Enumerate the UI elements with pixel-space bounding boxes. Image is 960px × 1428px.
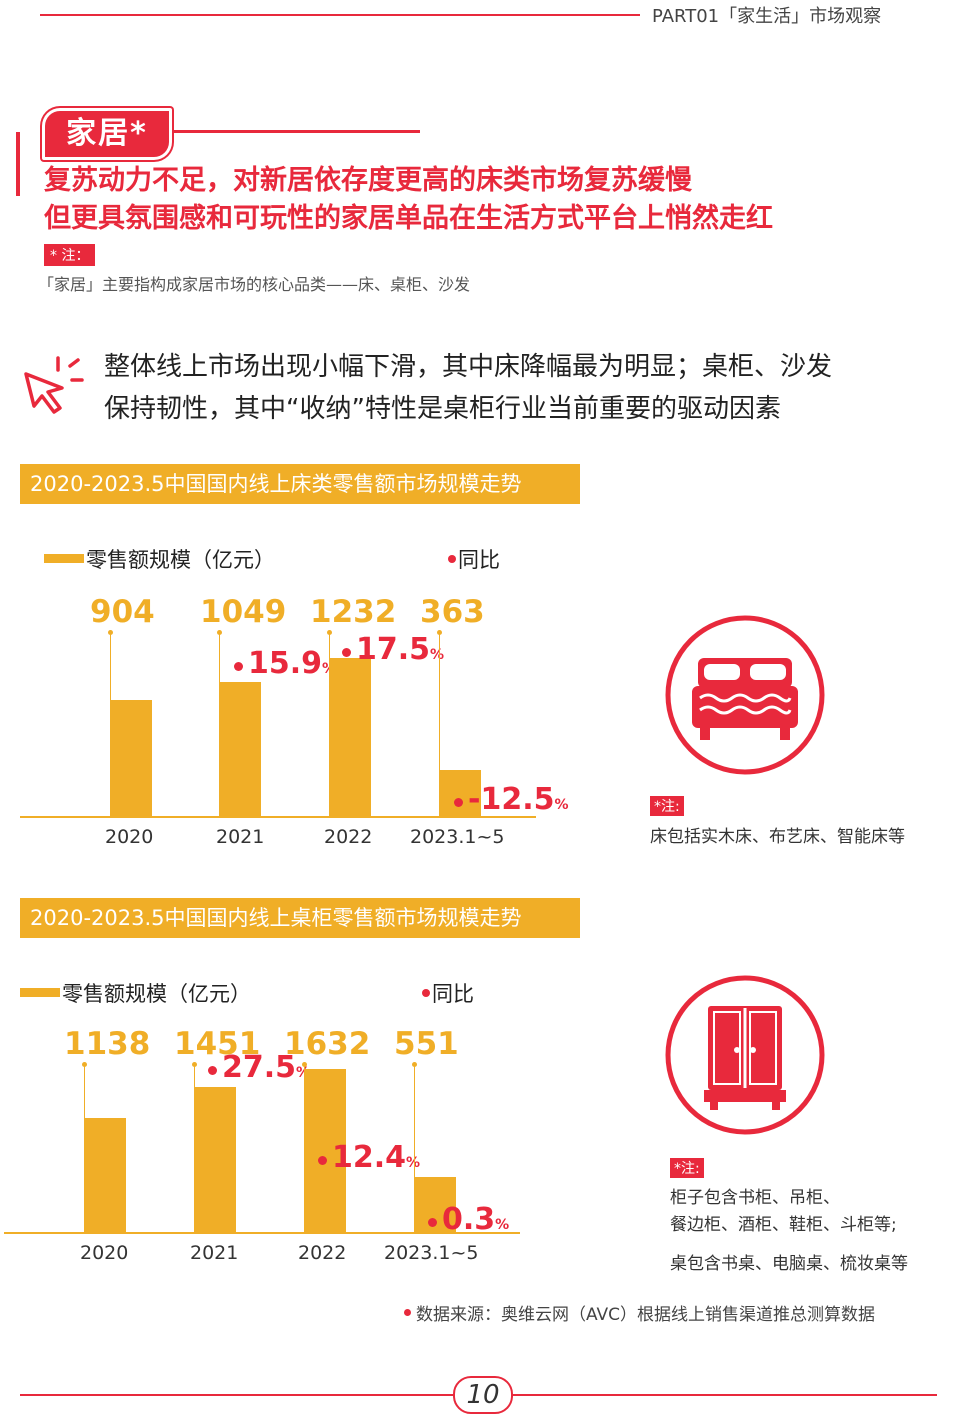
value-label-2020: 904	[90, 594, 155, 630]
chart-bed-plot: 904 2020 1049 2021 15.9% 1232 2022 17.5%363 2023…	[0, 580, 620, 860]
x-tick-2023.1~5: 2023.1~5	[410, 826, 505, 848]
value-label-2020: 1138	[64, 1026, 151, 1062]
page-number: 10	[453, 1376, 513, 1414]
bar-2022	[304, 1069, 346, 1232]
value-label-2023.1~5: 363	[420, 594, 485, 630]
bar-leader-dot	[108, 630, 113, 635]
section-tag: 家居*	[42, 108, 172, 160]
percent-sign: %	[406, 1155, 420, 1171]
bar-leader-dot	[192, 1062, 197, 1067]
legend-yoy-dot	[422, 989, 430, 997]
legend-yoy-dot	[448, 555, 456, 563]
yoy-dot	[342, 648, 351, 657]
chart-baseline	[20, 816, 536, 818]
percent-sign: %	[430, 647, 445, 663]
value-label-2022: 1232	[310, 594, 397, 630]
yoy-dot	[428, 1218, 437, 1227]
footer-rule-right	[511, 1394, 937, 1396]
note-badge: * 注：	[44, 244, 96, 266]
legend-yoy: 同比	[432, 982, 474, 1006]
insight-line-1: 整体线上市场出现小幅下滑，其中床降幅最为明显；桌柜、沙发	[104, 352, 833, 382]
yoy-dot	[234, 662, 243, 671]
bar-leader-dot	[412, 1062, 417, 1067]
header-title: PART01「家生活」市场观察	[652, 6, 882, 27]
bar-2023.1~5	[439, 770, 481, 816]
yoy-label-2021: 15.9%	[248, 646, 336, 681]
insight-line-2: 保持韧性，其中“收纳”特性是桌柜行业当前重要的驱动因素	[104, 394, 781, 424]
legend-retail: 零售额规模（亿元）	[62, 982, 251, 1006]
bar-2021	[219, 682, 261, 816]
x-tick-2020: 2020	[105, 826, 154, 848]
percent-sign: %	[554, 797, 569, 813]
bed-icon	[665, 615, 825, 775]
x-tick-2022: 2022	[324, 826, 373, 848]
wardrobe-icon	[665, 975, 825, 1135]
bar-leader-line	[110, 632, 111, 700]
cursor-click-icon	[24, 356, 84, 414]
x-tick-2022: 2022	[298, 1242, 347, 1264]
data-source: 数据来源：奥维云网（AVC）根据线上销售渠道推总测算数据	[416, 1305, 876, 1325]
bar-2022	[329, 658, 371, 816]
cabinet-note-line-3: 桌包含书桌、电脑桌、梳妆桌等	[670, 1254, 908, 1274]
yoy-label-2023.1~5: 0.3%	[442, 1202, 510, 1237]
value-label-2021: 1049	[200, 594, 287, 630]
headline-line-1: 复苏动力不足，对新居依存度更高的床类市场复苏缓慢	[44, 165, 692, 196]
percent-sign: %	[495, 1217, 510, 1233]
value-label-2023.1~5: 551	[394, 1026, 459, 1062]
bar-leader-line	[194, 1064, 195, 1087]
tag-rule	[160, 130, 420, 133]
header-rule	[40, 14, 640, 16]
bed-note-line: 床包括实木床、布艺床、智能床等	[650, 827, 905, 847]
cabinet-note-line-2: 餐边柜、酒柜、鞋柜、斗柜等;	[670, 1215, 897, 1235]
legend-bar-swatch	[44, 554, 84, 563]
x-tick-2023.1~5: 2023.1~5	[384, 1242, 479, 1264]
cabinet-note-line-1: 柜子包含书柜、吊柜、	[670, 1188, 840, 1208]
legend-retail: 零售额规模（亿元）	[86, 548, 275, 572]
value-label-2022: 1632	[284, 1026, 371, 1062]
x-tick-2020: 2020	[80, 1242, 129, 1264]
chart-cabinet-plot: 1138 2020 1451 2021 27.5%1632 2022 12.4% 551 202…	[0, 1016, 620, 1276]
chart-title-cabinet: 2020-2023.5中国国内线上桌柜零售额市场规模走势	[20, 898, 580, 938]
footer-rule-left	[20, 1394, 453, 1396]
cabinet-note-badge: *注:	[670, 1158, 704, 1178]
legend-yoy: 同比	[458, 548, 500, 572]
bar-leader-line	[439, 632, 440, 770]
chart-baseline	[4, 1232, 520, 1234]
bar-leader-dot	[82, 1062, 87, 1067]
bar-leader-dot	[327, 630, 332, 635]
yoy-label-2023.1~5: -12.5%	[468, 782, 569, 817]
yoy-dot	[454, 798, 463, 807]
note-text: 「家居」主要指构成家居市场的核心品类——床、桌柜、沙发	[38, 275, 471, 294]
headline-line-2: 但更具氛围感和可玩性的家居单品在生活方式平台上悄然走红	[44, 203, 773, 234]
value-label-2021: 1451	[174, 1026, 261, 1062]
bar-2020	[110, 700, 152, 816]
bar-leader-dot	[437, 630, 442, 635]
tag-vertical-rule	[16, 132, 20, 196]
bar-leader-line	[414, 1064, 415, 1177]
yoy-label-2022: 12.4%	[332, 1140, 420, 1175]
bar-leader-dot	[302, 1062, 307, 1067]
x-tick-2021: 2021	[190, 1242, 239, 1264]
bar-2021	[194, 1087, 236, 1232]
bar-leader-line	[329, 632, 330, 658]
yoy-dot	[318, 1156, 327, 1165]
bar-leader-dot	[217, 630, 222, 635]
legend-bar-swatch	[20, 988, 60, 997]
bar-leader-line	[219, 632, 220, 682]
yoy-dot	[208, 1066, 217, 1075]
x-tick-2021: 2021	[216, 826, 265, 848]
chart-title-bed: 2020-2023.5中国国内线上床类零售额市场规模走势	[20, 464, 580, 504]
bar-2020	[84, 1118, 126, 1232]
yoy-label-2022: 17.5%	[356, 632, 445, 667]
bed-note-badge: *注:	[650, 796, 684, 816]
source-dot	[404, 1309, 411, 1316]
yoy-label-2021: 27.5%	[222, 1050, 310, 1085]
bar-leader-line	[84, 1064, 85, 1118]
